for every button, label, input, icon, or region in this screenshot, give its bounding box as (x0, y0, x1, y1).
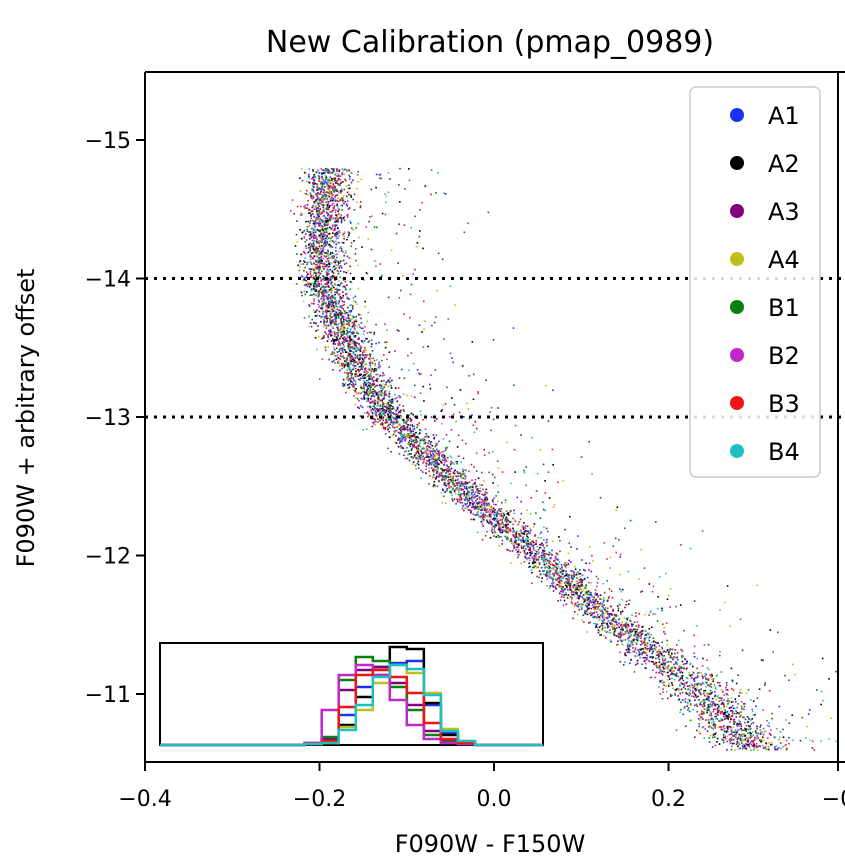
y-tick-label: −11 (85, 683, 131, 708)
y-ticks: −15 −14 −13 −12 −11 (85, 129, 145, 708)
legend-label: A1 (768, 102, 800, 130)
inset-hist-B4 (160, 663, 543, 747)
x-tick-label: −0.2 (293, 787, 346, 812)
x-tick-label: 0.2 (651, 787, 686, 812)
y-axis-label: F090W + arbitrary offset (12, 269, 40, 568)
legend-marker (730, 300, 744, 314)
x-ticks: −0.4 −0.2 0.0 0.2 −0 (118, 762, 845, 812)
legend-label: B4 (768, 438, 800, 466)
legend-marker (730, 108, 744, 122)
legend-label: A4 (768, 246, 800, 274)
y-tick-label: −14 (85, 268, 131, 293)
legend-label: B2 (768, 342, 800, 370)
legend-marker (730, 156, 744, 170)
legend-label: A3 (768, 198, 800, 226)
inset-histogram (159, 642, 544, 747)
y-tick-label: −13 (85, 406, 131, 431)
legend-marker (730, 252, 744, 266)
legend: A1 A2 A3 A4 B1 B2 B3 B4 (689, 86, 821, 478)
legend-marker (730, 204, 744, 218)
legend-marker (730, 396, 744, 410)
legend-label: B1 (768, 294, 800, 322)
x-axis-label: F090W - F150W (395, 830, 586, 858)
legend-label: B3 (768, 390, 800, 418)
chart-title: New Calibration (pmap_0989) (266, 25, 714, 60)
legend-label: A2 (768, 150, 800, 178)
scatter-points (289, 167, 838, 751)
legend-marker (730, 444, 744, 458)
x-tick-label: −0 (822, 787, 845, 812)
x-tick-label: −0.4 (118, 787, 171, 812)
x-tick-label: 0.0 (477, 787, 512, 812)
legend-marker (730, 348, 744, 362)
y-tick-label: −15 (85, 129, 131, 154)
y-tick-label: −12 (85, 545, 131, 570)
legend-box (689, 86, 821, 478)
